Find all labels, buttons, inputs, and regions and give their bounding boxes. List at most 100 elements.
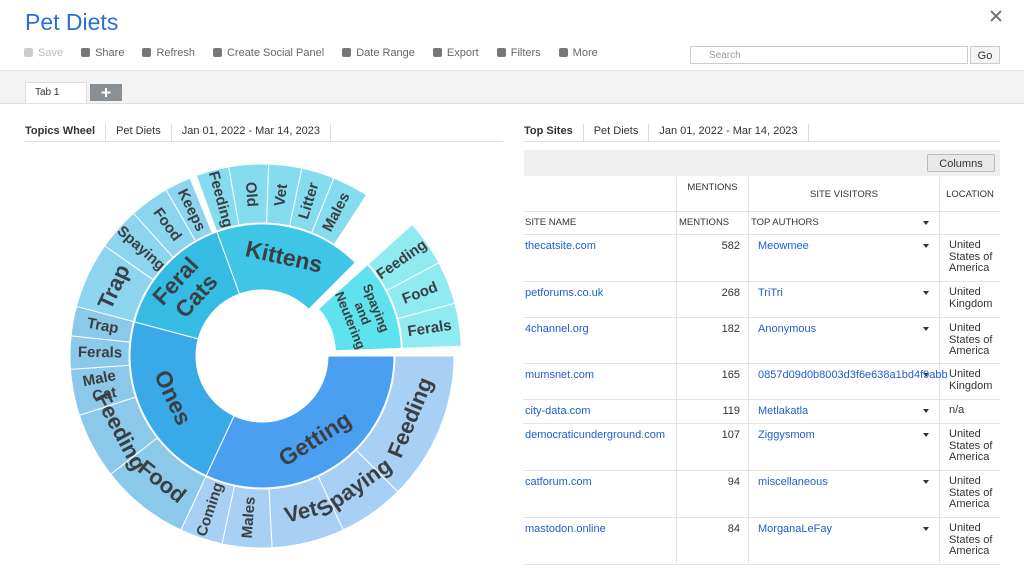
dropdown[interactable]: [923, 244, 929, 248]
mentions-cell: 268: [677, 282, 749, 318]
site-cell-text[interactable]: petforums.co.uk: [525, 287, 604, 299]
location-cell: United States of America: [940, 318, 1000, 364]
mentions-cell: 84: [677, 518, 749, 565]
dropdown[interactable]: [923, 433, 929, 437]
wheel-subsegment: [397, 302, 462, 349]
dropdown[interactable]: [923, 373, 929, 377]
author-cell-text[interactable]: miscellaneous: [758, 476, 828, 488]
tab[interactable]: Tab 1: [25, 82, 87, 103]
author-cell: Anonymous: [749, 318, 940, 364]
author-cell-text[interactable]: TriTri: [758, 287, 783, 299]
date-range-button[interactable]: Date Range: [342, 47, 415, 63]
mentions-cell-text: 107: [721, 429, 740, 441]
site-cell-text[interactable]: thecatsite.com: [525, 240, 596, 252]
search-box[interactable]: Search: [690, 46, 968, 64]
location-cell-text: United States of America: [949, 522, 993, 557]
social-panel-button[interactable]: Create Social Panel: [213, 47, 324, 63]
site-cell-text[interactable]: 4channel.org: [525, 323, 589, 335]
dropdown[interactable]: [923, 291, 929, 295]
panel-tab[interactable]: Pet Diets: [584, 124, 650, 141]
mentions-cell-text: 165: [721, 369, 740, 381]
mentions-cell-text: 582: [721, 240, 740, 252]
site-cell-text[interactable]: city-data.com: [525, 405, 591, 417]
dropdown[interactable]: [923, 327, 929, 331]
dropdown[interactable]: [923, 409, 929, 413]
location-cell: United States of America: [940, 471, 1000, 518]
date-range[interactable]: Jan 01, 2022 - Mar 14, 2023: [172, 124, 331, 141]
mentions-cell: 107: [677, 424, 749, 471]
wheel-label: Trap: [86, 315, 120, 337]
site-cell-text[interactable]: mastodon.online: [525, 523, 606, 535]
author-cell: miscellaneous: [749, 471, 940, 518]
site-cell: thecatsite.com: [523, 235, 677, 282]
panel-tab[interactable]: Topics Wheel: [25, 124, 107, 141]
filters-button[interactable]: Filters: [497, 47, 541, 63]
author-cell-text[interactable]: Metlakatla: [758, 405, 809, 417]
location-cell-text: United Kingdom: [949, 286, 993, 310]
refresh-button[interactable]: Refresh: [142, 47, 195, 63]
location-cell-text: United States of America: [949, 428, 993, 463]
wheel-label: Males: [239, 496, 259, 539]
header-cell: MENTIONS: [677, 177, 749, 212]
columns-button[interactable]: Columns: [927, 154, 995, 172]
author-cell-text[interactable]: 0857d09d0b8003d3f6e638a1bd4f9abb: [758, 369, 948, 381]
author-cell: Metlakatla: [749, 400, 940, 424]
header-cell: TOP AUTHORS: [749, 212, 940, 235]
wheel-subsegment: [165, 177, 213, 242]
dropdown[interactable]: [923, 221, 929, 225]
header-cell-text: MENTIONS: [687, 182, 738, 193]
header-cell: [940, 212, 1000, 235]
share-button[interactable]: Share: [81, 47, 124, 63]
save-button[interactable]: Save: [24, 47, 63, 63]
wheel-label: Old: [242, 181, 261, 207]
location-cell-text: United States of America: [949, 322, 993, 357]
panel-tabs: Top Sites Pet Diets Jan 01, 2022 - Mar 1…: [524, 124, 1000, 142]
header-cell: LOCATION: [940, 177, 1000, 212]
location-cell: United States of America: [940, 518, 1000, 565]
header-cell: SITE NAME: [523, 212, 677, 235]
close-button[interactable]: [988, 8, 1004, 24]
wheel-segment: [205, 355, 395, 489]
site-cell: mastodon.online: [523, 518, 677, 565]
add-tab-button[interactable]: [90, 84, 122, 101]
header-cell[interactable]: MENTIONS: [677, 212, 749, 235]
mentions-cell-text: 94: [727, 476, 740, 488]
location-cell-text: United States of America: [949, 475, 993, 510]
page-title: Pet Diets: [25, 9, 119, 35]
author-cell-text[interactable]: Meowmee: [758, 240, 809, 252]
go-button[interactable]: Go: [970, 46, 1000, 64]
location-cell-text: United States of America: [949, 239, 993, 274]
dropdown[interactable]: [923, 527, 929, 531]
panel-tab[interactable]: Top Sites: [524, 124, 584, 141]
site-cell: democraticunderground.com: [523, 424, 677, 471]
header-cell-text: LOCATION: [946, 189, 994, 200]
site-cell-text[interactable]: democraticunderground.com: [525, 429, 666, 441]
header-cell: SITE VISITORS: [749, 177, 940, 212]
panel-tab[interactable]: Pet Diets: [106, 124, 172, 141]
site-cell-text[interactable]: mumsnet.com: [525, 369, 595, 381]
wheel-label-line: Male: [81, 366, 121, 390]
mentions-cell: 94: [677, 471, 749, 518]
location-cell-text: n/a: [949, 404, 965, 416]
toolbar: Save Share Refresh Create Social Panel D…: [24, 47, 598, 63]
site-cell-text[interactable]: catforum.com: [525, 476, 592, 488]
mentions-cell: 182: [677, 318, 749, 364]
location-cell: n/a: [940, 400, 1000, 424]
date-range[interactable]: Jan 01, 2022 - Mar 14, 2023: [649, 124, 809, 141]
panel-tabs: Topics Wheel Pet Diets Jan 01, 2022 - Ma…: [25, 124, 503, 142]
author-cell-text[interactable]: Anonymous: [758, 323, 817, 335]
wheel-label: Male Cat: [81, 366, 124, 406]
wheel-label: Vet: [271, 183, 291, 207]
author-cell-text[interactable]: Ziggysmom: [758, 429, 815, 441]
export-button[interactable]: Export: [433, 47, 479, 63]
author-cell-text[interactable]: MorganaLeFay: [758, 523, 832, 535]
more-button[interactable]: More: [559, 47, 598, 63]
site-cell: city-data.com: [523, 400, 677, 424]
dropdown[interactable]: [923, 480, 929, 484]
site-cell: catforum.com: [523, 471, 677, 518]
